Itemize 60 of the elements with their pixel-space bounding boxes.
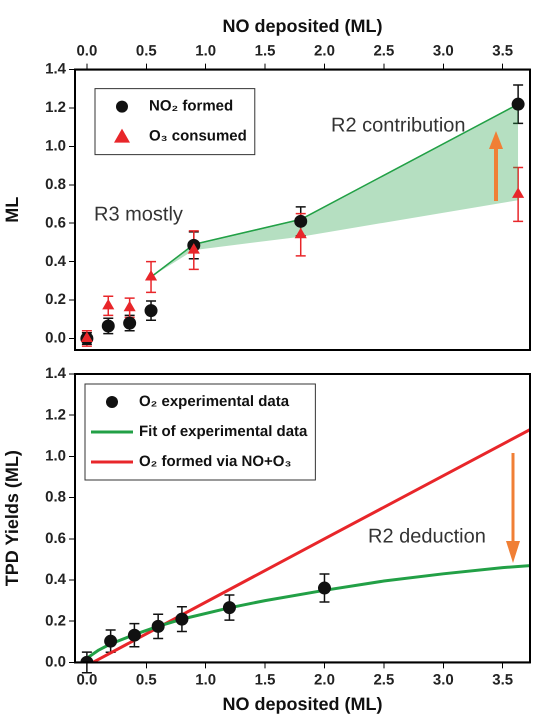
x-tick-label: 0.0 (76, 672, 98, 689)
x-tick-label: 3.5 (492, 42, 514, 60)
y-tick-label: 1.0 (45, 448, 66, 465)
point (175, 612, 188, 626)
legend-label: NO₂ formed (149, 98, 234, 115)
point (145, 270, 157, 281)
y-tick-label: 0.2 (45, 612, 66, 630)
x-axis-title: NO deposited (ML) (222, 694, 382, 714)
y-tick-label: 0.0 (45, 654, 66, 671)
y-tick-label: 0.4 (45, 252, 67, 270)
x-tick-label: 1.5 (254, 42, 276, 60)
x-tick-label: 2.5 (373, 42, 394, 60)
point (512, 188, 524, 198)
point (188, 244, 200, 254)
y-tick-label: 0.6 (45, 530, 66, 547)
x-tick-label: 0.0 (76, 42, 98, 60)
x-axis-title: NO deposited (ML) (222, 16, 382, 36)
annotation: R2 contribution (331, 114, 466, 137)
y-tick-label: 1.4 (45, 60, 67, 78)
x-tick-label: 2.5 (373, 672, 394, 689)
x-tick-label: 0.5 (136, 42, 157, 60)
legend-label: O₃ consumed (149, 128, 247, 145)
point (81, 332, 93, 342)
point (512, 98, 525, 111)
point (152, 620, 165, 633)
y-axis-title: ML (2, 196, 22, 223)
y-tick-label: 0.8 (45, 488, 66, 506)
y-tick-label: 0.4 (45, 571, 67, 588)
annotation: R2 deduction (368, 526, 486, 548)
x-tick-label: 3.5 (492, 672, 514, 689)
point (318, 582, 331, 595)
x-tick-label: 2.0 (314, 672, 335, 689)
x-tick-label: 1.0 (195, 42, 216, 60)
point (144, 304, 158, 318)
x-tick-label: 2.0 (314, 42, 335, 60)
legend-label: Fit of experimental data (139, 423, 308, 440)
y-tick-label: 0.2 (45, 291, 66, 308)
legend-label: O₂ formed via NO+O₃ (139, 453, 292, 470)
x-tick-label: 1.0 (195, 672, 216, 689)
y-tick-label: 1.4 (45, 365, 67, 382)
point (102, 299, 114, 310)
x-tick-label: 0.5 (136, 672, 157, 689)
point (222, 601, 236, 614)
x-tick-label: 3.0 (432, 672, 454, 689)
point (295, 228, 306, 238)
y-tick-label: 1.0 (45, 138, 66, 155)
y-axis-title: TPD Yields (ML) (2, 450, 22, 586)
point (294, 214, 308, 228)
legend-label: O₂ experimental data (139, 393, 290, 410)
point (128, 628, 141, 642)
y-tick-label: 1.2 (45, 406, 66, 424)
x-tick-label: 3.0 (432, 42, 454, 60)
point (124, 301, 136, 312)
y-tick-label: 1.2 (45, 99, 66, 116)
point (104, 634, 118, 648)
y-tick-label: 0.8 (45, 176, 66, 193)
y-tick-label: 0.6 (45, 214, 66, 232)
annotation: R3 mostly (94, 204, 183, 226)
x-tick-label: 1.5 (254, 672, 276, 689)
y-tick-label: 0.0 (45, 330, 66, 347)
